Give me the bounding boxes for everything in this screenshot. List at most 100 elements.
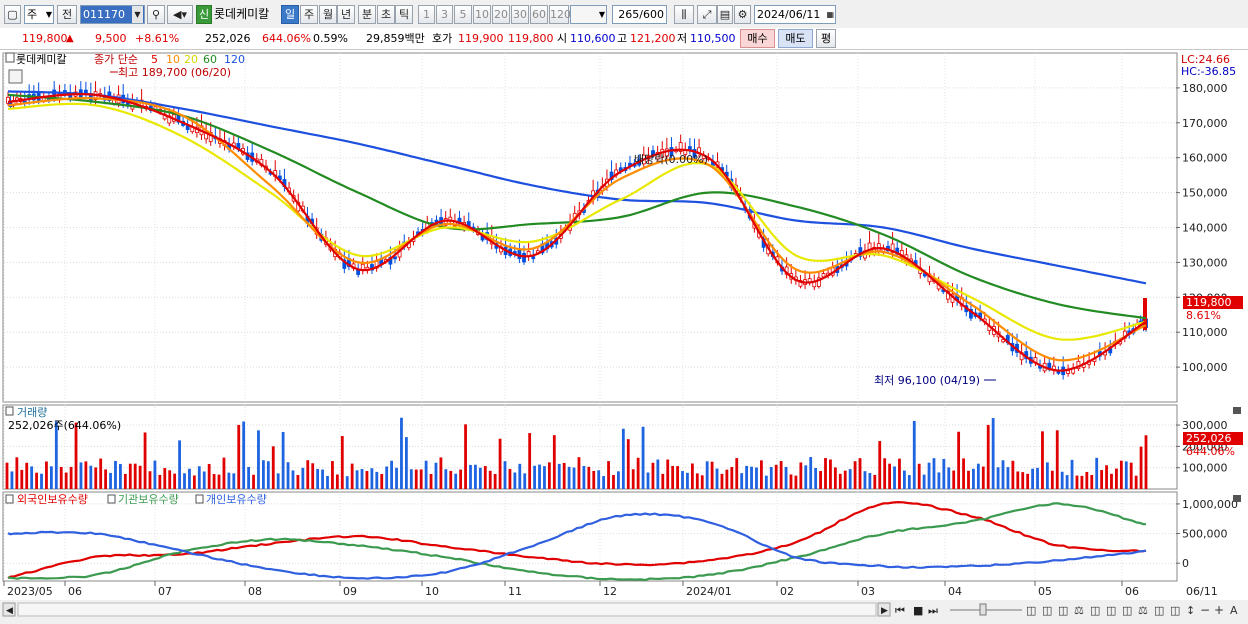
tf-button-0[interactable]: 일 (281, 5, 299, 24)
volume-bar (1045, 462, 1049, 489)
prev-button[interactable]: 전 (57, 5, 77, 24)
volume-bar (947, 467, 951, 489)
window-icon[interactable]: ◫ (1058, 604, 1068, 617)
tf-button-1[interactable]: 주 (300, 5, 318, 24)
price-tick-label: 140,000 (1182, 222, 1228, 235)
panel-menu-icon[interactable] (5, 494, 14, 504)
window-icon[interactable]: ◫ (1026, 604, 1036, 617)
crosshair-icon[interactable]: ↕ (1186, 604, 1195, 617)
volume-bar (375, 471, 379, 489)
volume-bar (720, 473, 724, 489)
scroll-track[interactable] (17, 602, 877, 617)
zoom-out-icon[interactable]: − (1200, 603, 1210, 617)
volume-bar (952, 470, 956, 489)
zoom-in-icon[interactable]: + (1214, 603, 1224, 617)
volume-bar (331, 461, 334, 489)
panel-menu-icon[interactable] (5, 52, 15, 63)
volume-bar (725, 469, 729, 489)
holder-line-0 (7, 500, 1147, 579)
volume-bar (197, 466, 201, 489)
stop-icon[interactable]: ■ (913, 604, 923, 617)
candle-body (816, 277, 821, 287)
calendar-icon[interactable]: ▦ (826, 10, 834, 19)
ask-price: 119,900 (458, 32, 504, 45)
scale-icon[interactable]: ⚖ (1138, 604, 1148, 617)
gear-icon[interactable]: ⚙ (734, 5, 751, 24)
stock-chart-svg[interactable]: 100,000110,000120,000130,000140,000150,0… (0, 50, 1248, 621)
panel-menu-icon[interactable] (195, 494, 204, 504)
volume-bar (533, 465, 536, 489)
ma-20-line (7, 102, 1147, 341)
zoom-slider-handle[interactable] (979, 603, 987, 616)
interval-button-3[interactable]: 3 (436, 5, 453, 24)
scroll-left-button[interactable] (2, 602, 16, 617)
scroll-right-button[interactable] (877, 602, 891, 617)
interval-button-60[interactable]: 60 (530, 5, 548, 24)
window-icon[interactable]: ◫ (1042, 604, 1052, 617)
interval-button-10[interactable]: 10 (473, 5, 491, 24)
window-icon[interactable]: ◫ (1170, 604, 1180, 617)
ma-5-label: 5 (151, 53, 158, 66)
chart-area[interactable]: 100,000110,000120,000130,000140,000150,0… (0, 50, 1248, 621)
sin-badge[interactable]: 신 (196, 5, 212, 24)
tf-button-6[interactable]: 틱 (395, 5, 413, 24)
volume-bar (192, 475, 196, 489)
panel-menu-icon[interactable] (107, 494, 116, 504)
panel-stock-name: 롯데케미칼 (16, 53, 67, 66)
ma-120-label: 120 (224, 53, 245, 66)
volume-bar (1031, 468, 1034, 489)
interval-button-20[interactable]: 20 (492, 5, 510, 24)
volume-bar (488, 470, 492, 489)
volume-tick-label: 100,000 (1182, 462, 1228, 475)
volume-bar (153, 460, 157, 489)
interval-button-1[interactable]: 1 (418, 5, 435, 24)
search-icon[interactable]: ⚲ (147, 5, 165, 24)
date-input[interactable]: 2024/06/11 ▦ (754, 5, 836, 24)
volume-bar (922, 474, 926, 489)
eval-button[interactable]: 평 (816, 29, 836, 48)
ma-10-label: 10 (166, 53, 180, 66)
candle-icon[interactable]: ⫼ (674, 5, 694, 24)
interval-button-30[interactable]: 30 (511, 5, 529, 24)
speaker-icon[interactable]: ◀▾ (167, 5, 193, 24)
scale-icon[interactable]: ⚖ (1074, 604, 1084, 617)
draw-icon[interactable]: ⤢ (697, 5, 717, 24)
holder-line-1 (7, 502, 1147, 582)
count-input[interactable]: 265/600 (612, 5, 667, 24)
window-icon[interactable]: ◫ (1090, 604, 1100, 617)
panel-close-icon[interactable] (1233, 495, 1241, 502)
nav-first-icon[interactable]: ⏮ (895, 604, 905, 617)
period-select[interactable]: 주 ▼ (24, 5, 54, 24)
grid-toggle-icon[interactable] (8, 69, 23, 84)
tf-button-4[interactable]: 분 (358, 5, 376, 24)
panel-menu-icon[interactable] (5, 406, 14, 416)
volume-bar (89, 465, 93, 489)
volume-bar (695, 473, 699, 489)
volume-bar (1036, 467, 1039, 489)
volume-bar (15, 457, 19, 489)
volume-bar (168, 470, 172, 489)
tf-button-5[interactable]: 초 (377, 5, 395, 24)
tf-button-3[interactable]: 년 (337, 5, 355, 24)
code-input[interactable]: 011170 ▼ (80, 5, 145, 24)
volume-bar (291, 470, 295, 489)
tf-button-2[interactable]: 월 (319, 5, 337, 24)
sell-button[interactable]: 매도 (778, 29, 813, 48)
window-icon[interactable]: ◫ (1154, 604, 1164, 617)
window-icon[interactable]: ◫ (1122, 604, 1132, 617)
interval-button-120[interactable]: 120 (549, 5, 571, 24)
volume-bar (252, 474, 255, 489)
interval-button-5[interactable]: 5 (454, 5, 472, 24)
candle-body (678, 142, 683, 152)
chevron-down-icon[interactable]: ▼ (132, 6, 143, 23)
layout-icon[interactable]: ▢ (4, 5, 21, 24)
interval-input[interactable]: ▼ (570, 5, 607, 24)
panel-close-icon[interactable] (1233, 407, 1241, 414)
save-icon[interactable]: ▤ (717, 5, 733, 24)
ma-20-label: 20 (184, 53, 198, 66)
auto-scale-icon[interactable]: A (1230, 604, 1238, 617)
window-icon[interactable]: ◫ (1106, 604, 1116, 617)
nav-last-icon[interactable]: ⏭ (928, 604, 938, 617)
buy-button[interactable]: 매수 (740, 29, 775, 48)
